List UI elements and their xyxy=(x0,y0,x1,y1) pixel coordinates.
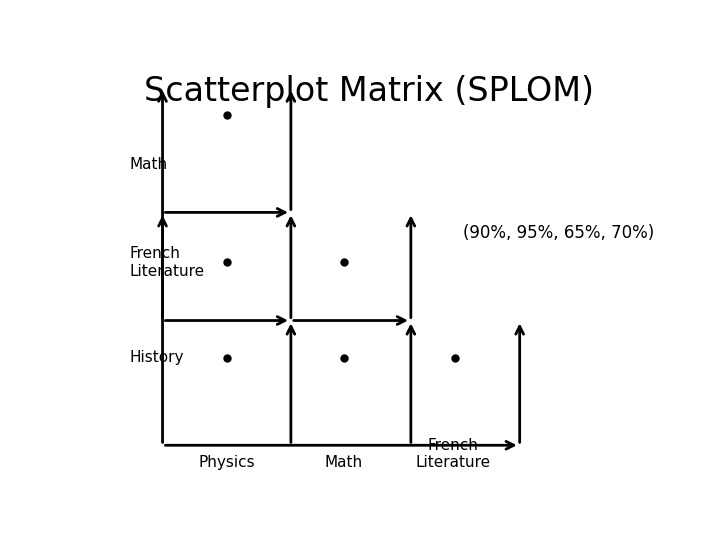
Text: History: History xyxy=(129,350,184,366)
Text: Math: Math xyxy=(129,157,167,172)
Text: French
Literature: French Literature xyxy=(129,246,204,279)
Text: Math: Math xyxy=(325,455,363,470)
Text: Scatterplot Matrix (SPLOM): Scatterplot Matrix (SPLOM) xyxy=(144,75,594,108)
Text: (90%, 95%, 65%, 70%): (90%, 95%, 65%, 70%) xyxy=(463,224,654,242)
Text: Physics: Physics xyxy=(199,455,255,470)
Text: French
Literature: French Literature xyxy=(415,438,490,470)
